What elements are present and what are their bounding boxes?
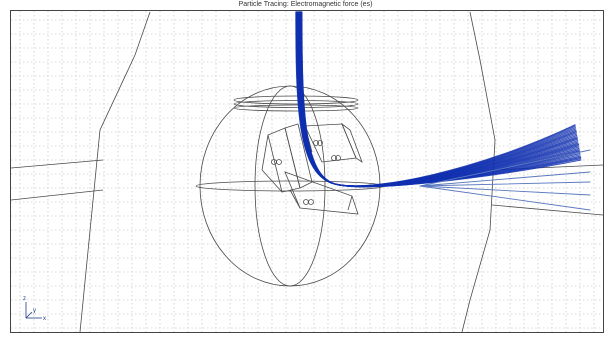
trajectory-line <box>301 11 582 188</box>
electrode-block-bottom <box>284 171 359 215</box>
plot-title: Particle Tracing: Electromagnetic force … <box>238 1 373 8</box>
axis-triad: x y z <box>23 296 46 322</box>
trajectory-line-faint <box>419 149 591 187</box>
outer-domain-boundary <box>11 11 603 332</box>
trajectory-line-faint <box>419 185 591 196</box>
particle-trajectories <box>295 11 591 211</box>
triad-x-label: x <box>43 316 46 322</box>
sphere-geometry <box>195 85 385 287</box>
trajectory-line-faint <box>419 185 591 211</box>
triad-z-label: z <box>23 296 26 302</box>
trajectory-line-faint <box>419 181 591 187</box>
electrode-block-right <box>304 122 363 164</box>
trajectory-line-faint <box>419 171 591 187</box>
plot-frame <box>10 10 604 333</box>
triad-y-label: y <box>33 308 36 314</box>
